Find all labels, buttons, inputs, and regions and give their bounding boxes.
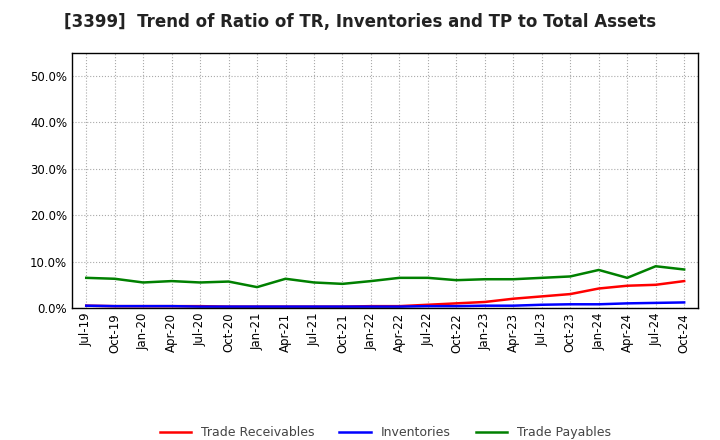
Trade Payables xyxy=(566,274,575,279)
Trade Payables xyxy=(310,280,318,285)
Inventories xyxy=(82,303,91,308)
Inventories xyxy=(480,303,489,308)
Trade Payables xyxy=(395,275,404,280)
Trade Payables xyxy=(110,276,119,282)
Trade Receivables xyxy=(680,279,688,284)
Inventories xyxy=(282,304,290,309)
Inventories xyxy=(167,304,176,309)
Trade Payables xyxy=(167,279,176,284)
Trade Receivables xyxy=(509,296,518,301)
Trade Payables xyxy=(452,278,461,283)
Trade Payables xyxy=(282,276,290,282)
Inventories xyxy=(225,304,233,309)
Trade Payables xyxy=(595,268,603,273)
Inventories xyxy=(395,304,404,309)
Trade Receivables xyxy=(167,304,176,309)
Inventories xyxy=(253,304,261,309)
Trade Payables xyxy=(366,279,375,284)
Trade Receivables xyxy=(595,286,603,291)
Inventories xyxy=(110,304,119,309)
Text: [3399]  Trend of Ratio of TR, Inventories and TP to Total Assets: [3399] Trend of Ratio of TR, Inventories… xyxy=(64,13,656,31)
Trade Receivables xyxy=(338,304,347,309)
Trade Receivables xyxy=(623,283,631,288)
Trade Payables xyxy=(680,267,688,272)
Trade Payables xyxy=(338,281,347,286)
Inventories xyxy=(595,302,603,307)
Line: Trade Payables: Trade Payables xyxy=(86,266,684,287)
Trade Receivables xyxy=(480,299,489,304)
Trade Receivables xyxy=(423,302,432,308)
Trade Receivables xyxy=(652,282,660,287)
Inventories xyxy=(196,304,204,309)
Trade Receivables xyxy=(282,304,290,309)
Trade Receivables xyxy=(452,301,461,306)
Inventories xyxy=(310,304,318,309)
Inventories xyxy=(452,304,461,309)
Line: Trade Receivables: Trade Receivables xyxy=(86,281,684,307)
Inventories xyxy=(139,304,148,309)
Trade Receivables xyxy=(139,304,148,309)
Trade Receivables xyxy=(366,304,375,309)
Trade Receivables xyxy=(196,304,204,309)
Trade Payables xyxy=(196,280,204,285)
Inventories xyxy=(423,304,432,309)
Inventories xyxy=(623,301,631,306)
Trade Payables xyxy=(537,275,546,280)
Trade Receivables xyxy=(310,304,318,309)
Inventories xyxy=(652,300,660,305)
Trade Receivables xyxy=(395,304,404,309)
Inventories xyxy=(338,304,347,309)
Trade Receivables xyxy=(566,291,575,297)
Trade Payables xyxy=(480,277,489,282)
Inventories xyxy=(509,303,518,308)
Trade Payables xyxy=(225,279,233,284)
Trade Receivables xyxy=(225,304,233,309)
Trade Payables xyxy=(509,277,518,282)
Inventories xyxy=(366,304,375,309)
Trade Receivables xyxy=(537,294,546,299)
Trade Payables xyxy=(652,264,660,269)
Inventories xyxy=(566,302,575,307)
Trade Receivables xyxy=(82,303,91,308)
Trade Payables xyxy=(253,285,261,290)
Inventories xyxy=(537,302,546,308)
Trade Payables xyxy=(82,275,91,280)
Trade Receivables xyxy=(110,304,119,309)
Trade Payables xyxy=(623,275,631,280)
Trade Payables xyxy=(423,275,432,280)
Trade Payables xyxy=(139,280,148,285)
Inventories xyxy=(680,300,688,305)
Line: Inventories: Inventories xyxy=(86,302,684,307)
Trade Receivables xyxy=(253,304,261,309)
Legend: Trade Receivables, Inventories, Trade Payables: Trade Receivables, Inventories, Trade Pa… xyxy=(155,422,616,440)
